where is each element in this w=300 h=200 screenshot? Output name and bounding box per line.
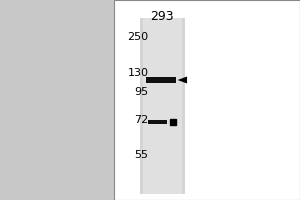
Text: 250: 250 xyxy=(128,32,148,42)
Bar xyxy=(140,18,184,194)
Text: 72: 72 xyxy=(134,115,148,125)
Bar xyxy=(146,77,176,83)
Text: 55: 55 xyxy=(134,150,148,160)
Text: 130: 130 xyxy=(128,68,148,78)
Text: 95: 95 xyxy=(134,87,148,97)
Polygon shape xyxy=(178,77,187,84)
Bar xyxy=(148,120,167,124)
Bar xyxy=(114,0,300,200)
Text: 293: 293 xyxy=(150,10,174,23)
Bar xyxy=(142,18,182,194)
